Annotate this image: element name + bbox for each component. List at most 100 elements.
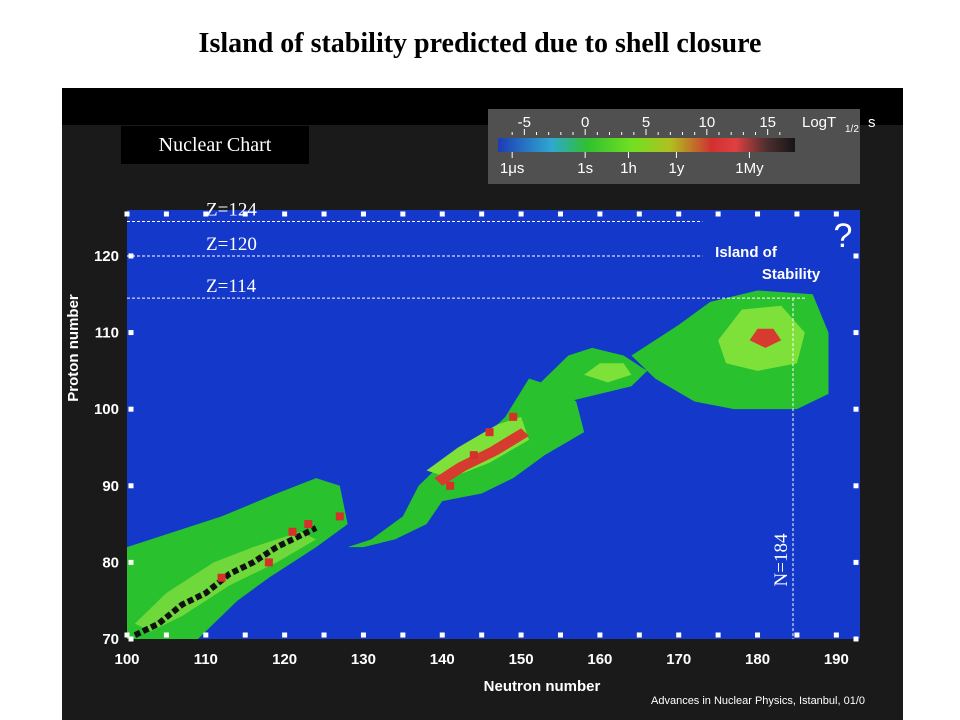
frame-square [400,632,406,638]
colorbar-gradient [498,138,795,152]
frame-tick-squares [124,211,859,642]
frame-square [163,211,169,217]
y-tick-label: 80 [102,554,119,571]
nuclide-point [288,527,297,536]
n-shell-label: N=184 [771,533,792,586]
x-tick-label: 130 [351,651,376,668]
nuclide-point [264,558,273,567]
colorbar-unit-suffix: s [868,114,876,131]
colorbar-bottom-ticks: 1μs 1s 1h 1y 1My [500,152,764,177]
colorbar-unit-label: LogT [802,114,836,131]
frame-square [853,253,859,259]
y-tick-label: 70 [102,631,119,648]
region-blob [584,363,632,383]
nuclide-point [485,428,494,437]
proton-shell-lines: Z=124 Z=120 Z=114 [127,199,805,299]
frame-square [853,559,859,565]
frame-square [360,211,366,217]
frame-square [439,211,445,217]
frame-square [833,211,839,217]
frame-square [794,632,800,638]
long-lived-points [217,412,518,582]
frame-square [321,211,327,217]
frame-square [597,211,603,217]
z-shell-label: Z=120 [206,234,257,255]
frame-square [360,632,366,638]
x-tick-label: 180 [745,651,770,668]
frame-square [557,632,563,638]
nuclide-point [304,520,313,529]
frame-square [676,211,682,217]
x-tick-label: 160 [587,651,612,668]
x-tick-label: 190 [824,651,849,668]
x-axis-label: Neutron number [484,678,601,695]
frame-square [203,211,209,217]
x-tick-label: 170 [666,651,691,668]
island-label-line1: Island of [715,244,778,261]
region-blob [426,416,529,479]
y-tick-label: 100 [94,401,119,418]
question-mark: ? [834,217,853,255]
colorbar-bottom-tick-label: 1h [620,160,637,177]
frame-square [636,632,642,638]
neutron-shell-line: N=184 [771,298,794,639]
x-tick-label: 150 [509,651,534,668]
frame-square [853,406,859,412]
x-tick-label: 110 [194,651,218,668]
frame-square [636,211,642,217]
colorbar-top-ticks: -5 0 5 10 15 [511,114,781,135]
frame-square [163,632,169,638]
frame-square [853,483,859,489]
chart-label: Nuclear Chart [121,126,309,164]
nuclide-point [509,412,518,421]
frame-square [755,211,761,217]
colorbar-unit-subscript: 1/2 [845,124,859,135]
colorbar-top-tick-label: 15 [759,114,776,131]
colorbar-bottom-tick-label: 1y [668,160,684,177]
z-shell-label: Z=114 [206,276,257,297]
nuclide-point [469,451,478,460]
nuclide-point [335,512,344,521]
frame-square [128,483,134,489]
frame-square [128,330,134,336]
x-tick-label: 100 [114,651,139,668]
x-tick-label: 140 [430,651,455,668]
colorbar-bottom-tick-label: 1s [577,160,593,177]
frame-square [128,406,134,412]
frame-square [321,632,327,638]
frame-square [400,211,406,217]
colorbar-top-tick-label: 10 [698,114,715,131]
region-blob [434,428,529,486]
half-life-regions [127,290,829,639]
colorbar: -5 0 5 10 15 1μs 1s 1h 1y 1My LogT 1/2 s [488,109,876,184]
frame-square [755,632,761,638]
frame-square [853,330,859,336]
frame-square [518,632,524,638]
frame-square [124,632,130,638]
colorbar-top-tick-label: 0 [581,114,589,131]
stable-isotope-line [133,525,318,638]
frame-square [557,211,563,217]
nuclide-point [446,481,455,490]
frame-square [833,632,839,638]
frame-square [242,211,248,217]
frame-square [282,632,288,638]
frame-square [479,632,485,638]
x-tick-label: 120 [272,651,297,668]
colorbar-bottom-tick-label: 1My [735,160,764,177]
frame-square [676,632,682,638]
frame-square [439,632,445,638]
footer-citation: Advances in Nuclear Physics, Istanbul, 0… [651,695,866,707]
frame-square [242,632,248,638]
nuclide-point [217,573,226,582]
frame-square [128,253,134,259]
frame-square [282,211,288,217]
frame-square [853,636,859,642]
frame-square [128,636,134,642]
stable-isotope-path [133,525,318,638]
colorbar-top-tick-label: -5 [518,114,531,131]
colorbar-top-tick-label: 5 [642,114,650,131]
frame-square [479,211,485,217]
nuclear-chart: Z=124 Z=120 Z=114 N=184 100 110 120 130 140 150… [65,199,860,695]
chart-panel: Nuclear Chart -5 0 5 10 15 1μs 1s 1h 1y 1My LogT… [62,88,903,720]
